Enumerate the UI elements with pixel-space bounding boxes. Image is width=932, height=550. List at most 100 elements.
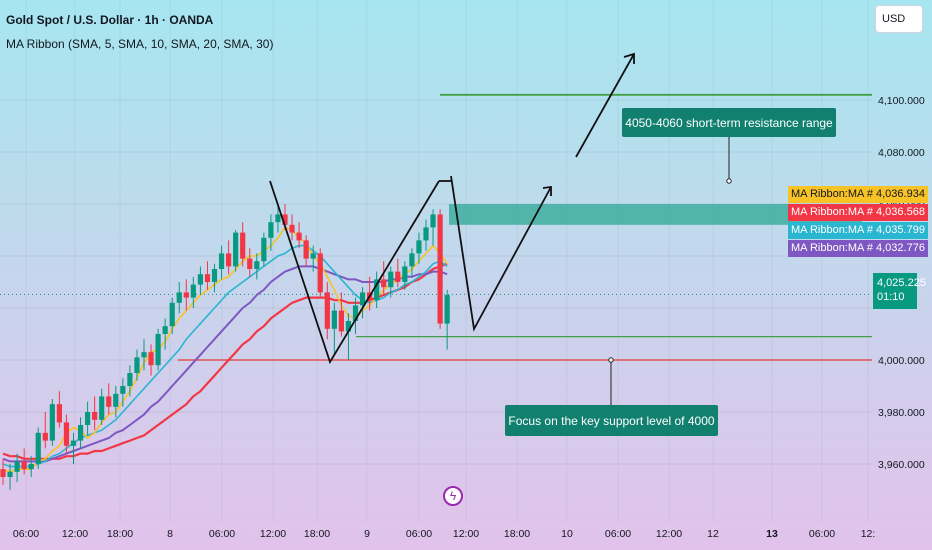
- x-tick-label: 8: [167, 528, 173, 540]
- arrow-head: [542, 185, 552, 196]
- resistance-zone: [449, 204, 862, 225]
- candle-body: [218, 253, 225, 269]
- candle-body: [240, 232, 246, 259]
- lightning-icon[interactable]: ϟ: [443, 486, 463, 506]
- resistance-annotation[interactable]: 4050-4060 short-term resistance range: [622, 108, 836, 137]
- candle-body: [190, 284, 196, 298]
- x-tick-label: 06:00: [209, 528, 235, 540]
- x-tick-label: 12:00: [260, 528, 286, 540]
- candle-body: [56, 404, 62, 423]
- candle-body: [233, 232, 239, 267]
- candle-body: [226, 253, 232, 267]
- candle-body: [127, 373, 133, 386]
- x-tick-label: 12:00: [453, 528, 479, 540]
- y-tick-label: 4,080.000: [878, 147, 925, 159]
- x-tick-label: 9: [364, 528, 370, 540]
- candle-body: [359, 292, 366, 306]
- callout-dot: [726, 178, 732, 184]
- x-tick-label: 18:00: [107, 528, 133, 540]
- moving-averages: [2, 226, 448, 473]
- candle-body: [289, 224, 295, 233]
- candle-body: [134, 357, 140, 373]
- candle-body: [7, 471, 13, 477]
- ma4-line: [2, 262, 448, 460]
- candle-body: [395, 271, 401, 282]
- candle-body: [35, 432, 41, 464]
- candle-body: [162, 326, 168, 334]
- ma-tag-label: MA Ribbon:MA #4: [788, 204, 879, 221]
- time-axis[interactable]: 06:00 12:00 18:00 8 06:00 12:00 18:00 9 06:00 12:…: [13, 528, 875, 540]
- ma-tag-label: MA Ribbon:MA #2: [788, 222, 879, 239]
- candle-body: [21, 461, 27, 470]
- candle-body: [99, 396, 105, 420]
- candle-body: [85, 412, 91, 425]
- ma-tag-value: 4,032.776: [873, 240, 928, 257]
- candle-body: [275, 214, 281, 223]
- candle-body: [183, 292, 189, 298]
- candle-body: [63, 422, 70, 446]
- bar-countdown: 01:10: [877, 291, 905, 303]
- candle-body: [388, 271, 394, 288]
- arrow-head: [623, 52, 635, 64]
- ma-tag-value: 4,036.934: [873, 186, 928, 203]
- candle-body: [254, 261, 260, 269]
- x-tick-label: 18:00: [304, 528, 330, 540]
- ma-tag-label: MA Ribbon:MA #1: [788, 186, 879, 203]
- projection-line: [575, 53, 635, 158]
- candle-body: [247, 258, 253, 269]
- support-annotation[interactable]: Focus on the key support level of 4000: [505, 405, 718, 436]
- candle-body: [324, 292, 330, 329]
- current-price-tag: 4,025.225 01:10: [873, 273, 926, 309]
- candle-body: [430, 214, 436, 228]
- candle-body: [345, 321, 352, 332]
- current-price: 4,025.225: [877, 277, 926, 289]
- candle-body: [409, 253, 415, 267]
- currency-button[interactable]: USD: [875, 5, 923, 33]
- x-tick-label: 06:00: [13, 528, 39, 540]
- candle-body: [303, 240, 309, 259]
- ma-tag-value: 4,036.568: [873, 204, 928, 221]
- x-tick-label: 10: [561, 528, 573, 540]
- ma1-line: [2, 226, 448, 473]
- w-pattern-line: [269, 180, 440, 365]
- ma3-line: [2, 265, 448, 463]
- candle-body: [120, 386, 126, 394]
- candle-body: [211, 269, 218, 282]
- candle-body: [444, 295, 450, 324]
- candle-body: [338, 310, 344, 332]
- candle-body: [14, 461, 20, 472]
- grid-lines: [0, 0, 872, 522]
- candle-body: [106, 396, 112, 407]
- candle-body: [352, 305, 359, 321]
- candle-body: [141, 352, 147, 358]
- candlesticks[interactable]: [0, 204, 450, 490]
- y-tick-label: 4,000.000: [878, 355, 925, 367]
- candle-body: [381, 279, 387, 288]
- candle-body: [148, 352, 154, 366]
- drawing-tools[interactable]: [269, 52, 635, 365]
- x-tick-label: 12:: [861, 528, 876, 540]
- candle-body: [331, 310, 337, 329]
- candle-body: [374, 279, 380, 301]
- ma-tag-value: 4,035.799: [873, 222, 928, 239]
- candle-body: [423, 227, 429, 241]
- candle-body: [28, 464, 34, 470]
- x-tick-label: 12: [707, 528, 719, 540]
- candle-body: [282, 214, 288, 225]
- x-tick-label: 12:00: [656, 528, 682, 540]
- candle-body: [296, 232, 302, 241]
- indicator-legend[interactable]: MA Ribbon (SMA, 5, SMA, 10, SMA, 20, SMA…: [6, 37, 274, 51]
- candle-body: [204, 274, 211, 282]
- candle-body: [197, 274, 203, 285]
- candle-body: [113, 393, 119, 407]
- projection-line: [450, 175, 552, 332]
- candle-body: [176, 292, 182, 303]
- symbol-title[interactable]: Gold Spot / U.S. Dollar · 1h · OANDA: [6, 13, 214, 27]
- candle-body: [49, 404, 55, 441]
- candle-body: [42, 432, 48, 441]
- y-tick-label: 3,980.000: [878, 407, 925, 419]
- x-tick-label: 13: [766, 528, 778, 540]
- candle-body: [77, 425, 84, 441]
